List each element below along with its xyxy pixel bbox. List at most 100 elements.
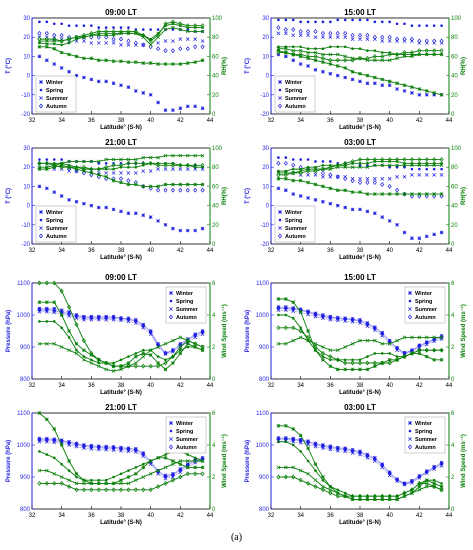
- y-tick-label: 0: [27, 204, 31, 210]
- data-point: [156, 456, 160, 460]
- data-point: [424, 38, 429, 44]
- data-point: [170, 354, 175, 360]
- data-point: [82, 169, 86, 173]
- data-point: [126, 182, 131, 187]
- data-point: [313, 67, 318, 72]
- data-point: [365, 360, 370, 366]
- data-point: [387, 83, 392, 88]
- data-point: [380, 163, 385, 168]
- data-point: [156, 62, 160, 66]
- data-point: [432, 357, 437, 362]
- data-point: [440, 162, 443, 165]
- data-point: [96, 173, 101, 177]
- data-point: [408, 291, 412, 295]
- x-tick-label: 36: [327, 383, 334, 389]
- legend-label: Autumn: [415, 315, 436, 321]
- data-point: [96, 28, 101, 34]
- data-point: [59, 345, 64, 349]
- data-point: [193, 471, 198, 477]
- data-point: [38, 450, 41, 453]
- y-tick-label: 1100: [256, 281, 270, 287]
- data-point: [365, 455, 370, 460]
- data-point: [291, 300, 296, 305]
- data-point: [372, 360, 377, 366]
- data-point: [343, 35, 348, 40]
- legend-label: Summer: [176, 307, 199, 313]
- data-point: [104, 157, 109, 162]
- data-point: [163, 48, 168, 54]
- data-point: [313, 197, 318, 202]
- data-point: [133, 478, 138, 483]
- data-point: [74, 441, 79, 447]
- data-point: [156, 345, 160, 349]
- series-right-summer: [276, 465, 444, 502]
- data-point: [200, 58, 205, 63]
- data-point: [291, 27, 296, 32]
- data-point: [38, 233, 44, 239]
- x-tick-label: 40: [386, 248, 393, 254]
- data-point: [358, 18, 362, 22]
- series-right-autumn: [276, 474, 444, 499]
- legend: Winter Spring Summer Autumn: [165, 416, 207, 454]
- y-axis-label: Pressure (hPa): [6, 440, 12, 482]
- data-point: [395, 22, 399, 26]
- data-point: [417, 52, 422, 57]
- x-tick-label: 34: [58, 513, 65, 519]
- chart-panel: 21:00 LT 32 34 36 38 40 42 44 Latitude° (S-N) -20…: [6, 138, 228, 261]
- data-point: [358, 47, 362, 51]
- data-point: [335, 315, 340, 321]
- data-point: [82, 201, 86, 206]
- data-point: [283, 172, 288, 178]
- data-point: [141, 465, 146, 470]
- data-point: [314, 160, 317, 163]
- data-point: [365, 165, 370, 170]
- data-point: [372, 459, 377, 463]
- y-tick-label: 800: [259, 507, 270, 513]
- data-point: [387, 493, 392, 499]
- data-point: [350, 69, 355, 74]
- data-point: [89, 30, 94, 36]
- data-point: [186, 28, 190, 31]
- data-point: [298, 440, 303, 445]
- data-point: [44, 58, 49, 63]
- data-point: [276, 31, 281, 36]
- data-point: [44, 480, 49, 486]
- data-point: [351, 47, 354, 51]
- data-point: [67, 478, 71, 483]
- data-point: [141, 61, 146, 65]
- data-point: [329, 160, 332, 163]
- data-point: [372, 493, 377, 499]
- data-point: [365, 73, 370, 78]
- data-point: [37, 436, 42, 441]
- data-point: [170, 477, 175, 483]
- data-point: [141, 451, 146, 457]
- data-point: [163, 222, 168, 227]
- data-point: [111, 171, 116, 175]
- legend-label: Spring: [285, 88, 302, 94]
- y2-tick-label: 80: [212, 165, 219, 171]
- data-point: [291, 48, 296, 53]
- data-point: [278, 218, 282, 222]
- series-line: [39, 162, 203, 170]
- data-point: [366, 163, 369, 167]
- data-point: [74, 341, 79, 346]
- figure-caption: (a): [230, 532, 243, 543]
- data-point: [313, 484, 318, 490]
- data-point: [126, 211, 131, 216]
- data-point: [52, 300, 57, 305]
- data-point: [395, 222, 399, 227]
- data-point: [320, 55, 325, 61]
- data-point: [59, 438, 64, 443]
- data-point: [111, 481, 116, 486]
- data-point: [402, 335, 407, 340]
- data-point: [328, 364, 333, 369]
- data-point: [67, 439, 72, 445]
- data-point: [357, 449, 363, 455]
- data-point: [37, 280, 42, 286]
- data-point: [59, 32, 64, 38]
- data-point: [372, 192, 377, 196]
- data-point: [343, 45, 347, 49]
- series-line: [278, 327, 442, 364]
- data-point: [387, 79, 392, 84]
- data-point: [403, 22, 406, 26]
